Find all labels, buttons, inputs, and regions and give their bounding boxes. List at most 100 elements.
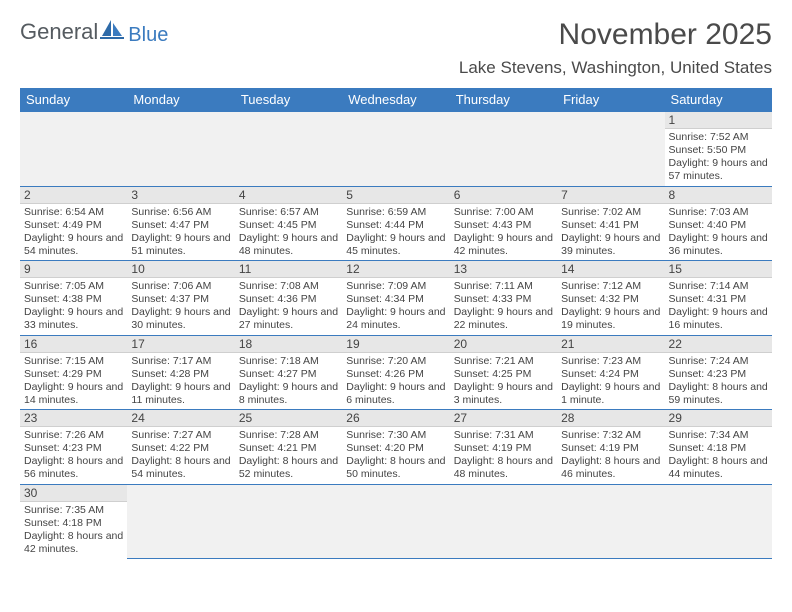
calendar-cell: 30Sunrise: 7:35 AMSunset: 4:18 PMDayligh… (20, 484, 127, 558)
calendar-cell: 10Sunrise: 7:06 AMSunset: 4:37 PMDayligh… (127, 261, 234, 336)
day-detail: Sunrise: 7:15 AMSunset: 4:29 PMDaylight:… (20, 353, 127, 410)
day-number: 11 (235, 261, 342, 278)
day-detail: Sunrise: 6:56 AMSunset: 4:47 PMDaylight:… (127, 204, 234, 261)
calendar-week: 30Sunrise: 7:35 AMSunset: 4:18 PMDayligh… (20, 484, 772, 558)
day-number: 10 (127, 261, 234, 278)
month-title: November 2025 (459, 18, 772, 52)
calendar-week: 2Sunrise: 6:54 AMSunset: 4:49 PMDaylight… (20, 186, 772, 261)
calendar-body: 1Sunrise: 7:52 AMSunset: 5:50 PMDaylight… (20, 112, 772, 559)
calendar-week: 9Sunrise: 7:05 AMSunset: 4:38 PMDaylight… (20, 261, 772, 336)
day-number: 22 (665, 336, 772, 353)
day-detail: Sunrise: 7:05 AMSunset: 4:38 PMDaylight:… (20, 278, 127, 335)
day-detail: Sunrise: 7:28 AMSunset: 4:21 PMDaylight:… (235, 427, 342, 484)
day-number: 23 (20, 410, 127, 427)
day-header: Tuesday (235, 88, 342, 112)
title-block: November 2025 Lake Stevens, Washington, … (459, 18, 772, 78)
day-number: 3 (127, 187, 234, 204)
calendar-cell: 17Sunrise: 7:17 AMSunset: 4:28 PMDayligh… (127, 335, 234, 410)
calendar-cell: 28Sunrise: 7:32 AMSunset: 4:19 PMDayligh… (557, 410, 664, 485)
day-detail: Sunrise: 7:32 AMSunset: 4:19 PMDaylight:… (557, 427, 664, 484)
calendar-cell (450, 112, 557, 187)
calendar-cell: 8Sunrise: 7:03 AMSunset: 4:40 PMDaylight… (665, 186, 772, 261)
calendar-cell: 3Sunrise: 6:56 AMSunset: 4:47 PMDaylight… (127, 186, 234, 261)
calendar-cell: 16Sunrise: 7:15 AMSunset: 4:29 PMDayligh… (20, 335, 127, 410)
calendar-cell: 26Sunrise: 7:30 AMSunset: 4:20 PMDayligh… (342, 410, 449, 485)
day-detail: Sunrise: 7:06 AMSunset: 4:37 PMDaylight:… (127, 278, 234, 335)
day-detail: Sunrise: 7:31 AMSunset: 4:19 PMDaylight:… (450, 427, 557, 484)
day-detail: Sunrise: 7:03 AMSunset: 4:40 PMDaylight:… (665, 204, 772, 261)
calendar-cell: 5Sunrise: 6:59 AMSunset: 4:44 PMDaylight… (342, 186, 449, 261)
day-number: 7 (557, 187, 664, 204)
calendar-cell: 1Sunrise: 7:52 AMSunset: 5:50 PMDaylight… (665, 112, 772, 187)
calendar-header-row: SundayMondayTuesdayWednesdayThursdayFrid… (20, 88, 772, 112)
day-number: 29 (665, 410, 772, 427)
day-number: 20 (450, 336, 557, 353)
calendar-cell: 14Sunrise: 7:12 AMSunset: 4:32 PMDayligh… (557, 261, 664, 336)
day-detail: Sunrise: 7:11 AMSunset: 4:33 PMDaylight:… (450, 278, 557, 335)
logo: General Blue (20, 18, 168, 45)
calendar-cell (557, 484, 664, 558)
day-detail: Sunrise: 7:34 AMSunset: 4:18 PMDaylight:… (665, 427, 772, 484)
day-number: 6 (450, 187, 557, 204)
calendar-cell (235, 112, 342, 187)
day-detail: Sunrise: 6:54 AMSunset: 4:49 PMDaylight:… (20, 204, 127, 261)
day-detail: Sunrise: 7:20 AMSunset: 4:26 PMDaylight:… (342, 353, 449, 410)
calendar-table: SundayMondayTuesdayWednesdayThursdayFrid… (20, 88, 772, 559)
day-detail: Sunrise: 7:21 AMSunset: 4:25 PMDaylight:… (450, 353, 557, 410)
day-detail: Sunrise: 7:02 AMSunset: 4:41 PMDaylight:… (557, 204, 664, 261)
calendar-cell: 20Sunrise: 7:21 AMSunset: 4:25 PMDayligh… (450, 335, 557, 410)
calendar-cell: 19Sunrise: 7:20 AMSunset: 4:26 PMDayligh… (342, 335, 449, 410)
logo-word2: Blue (128, 24, 168, 46)
day-number: 30 (20, 485, 127, 502)
day-detail: Sunrise: 7:26 AMSunset: 4:23 PMDaylight:… (20, 427, 127, 484)
calendar-cell (557, 112, 664, 187)
day-detail: Sunrise: 7:00 AMSunset: 4:43 PMDaylight:… (450, 204, 557, 261)
day-detail: Sunrise: 7:23 AMSunset: 4:24 PMDaylight:… (557, 353, 664, 410)
day-number: 5 (342, 187, 449, 204)
calendar-cell: 9Sunrise: 7:05 AMSunset: 4:38 PMDaylight… (20, 261, 127, 336)
day-detail: Sunrise: 6:57 AMSunset: 4:45 PMDaylight:… (235, 204, 342, 261)
day-number: 24 (127, 410, 234, 427)
day-detail: Sunrise: 7:18 AMSunset: 4:27 PMDaylight:… (235, 353, 342, 410)
calendar-cell (665, 484, 772, 558)
day-number: 18 (235, 336, 342, 353)
calendar-cell (20, 112, 127, 187)
day-number: 17 (127, 336, 234, 353)
calendar-cell: 11Sunrise: 7:08 AMSunset: 4:36 PMDayligh… (235, 261, 342, 336)
calendar-week: 16Sunrise: 7:15 AMSunset: 4:29 PMDayligh… (20, 335, 772, 410)
day-header: Monday (127, 88, 234, 112)
day-number: 13 (450, 261, 557, 278)
calendar-cell (127, 112, 234, 187)
calendar-cell: 27Sunrise: 7:31 AMSunset: 4:19 PMDayligh… (450, 410, 557, 485)
day-header: Sunday (20, 88, 127, 112)
calendar-cell: 29Sunrise: 7:34 AMSunset: 4:18 PMDayligh… (665, 410, 772, 485)
day-number: 12 (342, 261, 449, 278)
calendar-cell: 21Sunrise: 7:23 AMSunset: 4:24 PMDayligh… (557, 335, 664, 410)
calendar-cell: 2Sunrise: 6:54 AMSunset: 4:49 PMDaylight… (20, 186, 127, 261)
day-number: 19 (342, 336, 449, 353)
calendar-cell: 22Sunrise: 7:24 AMSunset: 4:23 PMDayligh… (665, 335, 772, 410)
day-number: 9 (20, 261, 127, 278)
location: Lake Stevens, Washington, United States (459, 58, 772, 78)
calendar-cell (127, 484, 234, 558)
day-header: Saturday (665, 88, 772, 112)
day-detail: Sunrise: 6:59 AMSunset: 4:44 PMDaylight:… (342, 204, 449, 261)
day-detail: Sunrise: 7:08 AMSunset: 4:36 PMDaylight:… (235, 278, 342, 335)
day-number: 21 (557, 336, 664, 353)
day-detail: Sunrise: 7:09 AMSunset: 4:34 PMDaylight:… (342, 278, 449, 335)
day-header: Friday (557, 88, 664, 112)
calendar-week: 1Sunrise: 7:52 AMSunset: 5:50 PMDaylight… (20, 112, 772, 187)
calendar-cell: 23Sunrise: 7:26 AMSunset: 4:23 PMDayligh… (20, 410, 127, 485)
day-header: Wednesday (342, 88, 449, 112)
calendar-cell: 15Sunrise: 7:14 AMSunset: 4:31 PMDayligh… (665, 261, 772, 336)
day-detail: Sunrise: 7:17 AMSunset: 4:28 PMDaylight:… (127, 353, 234, 410)
day-detail: Sunrise: 7:14 AMSunset: 4:31 PMDaylight:… (665, 278, 772, 335)
day-detail: Sunrise: 7:12 AMSunset: 4:32 PMDaylight:… (557, 278, 664, 335)
calendar-cell: 24Sunrise: 7:27 AMSunset: 4:22 PMDayligh… (127, 410, 234, 485)
day-detail: Sunrise: 7:52 AMSunset: 5:50 PMDaylight:… (665, 129, 772, 186)
logo-word1: General (20, 19, 98, 45)
day-detail: Sunrise: 7:27 AMSunset: 4:22 PMDaylight:… (127, 427, 234, 484)
day-detail: Sunrise: 7:30 AMSunset: 4:20 PMDaylight:… (342, 427, 449, 484)
day-number: 14 (557, 261, 664, 278)
calendar-cell: 12Sunrise: 7:09 AMSunset: 4:34 PMDayligh… (342, 261, 449, 336)
